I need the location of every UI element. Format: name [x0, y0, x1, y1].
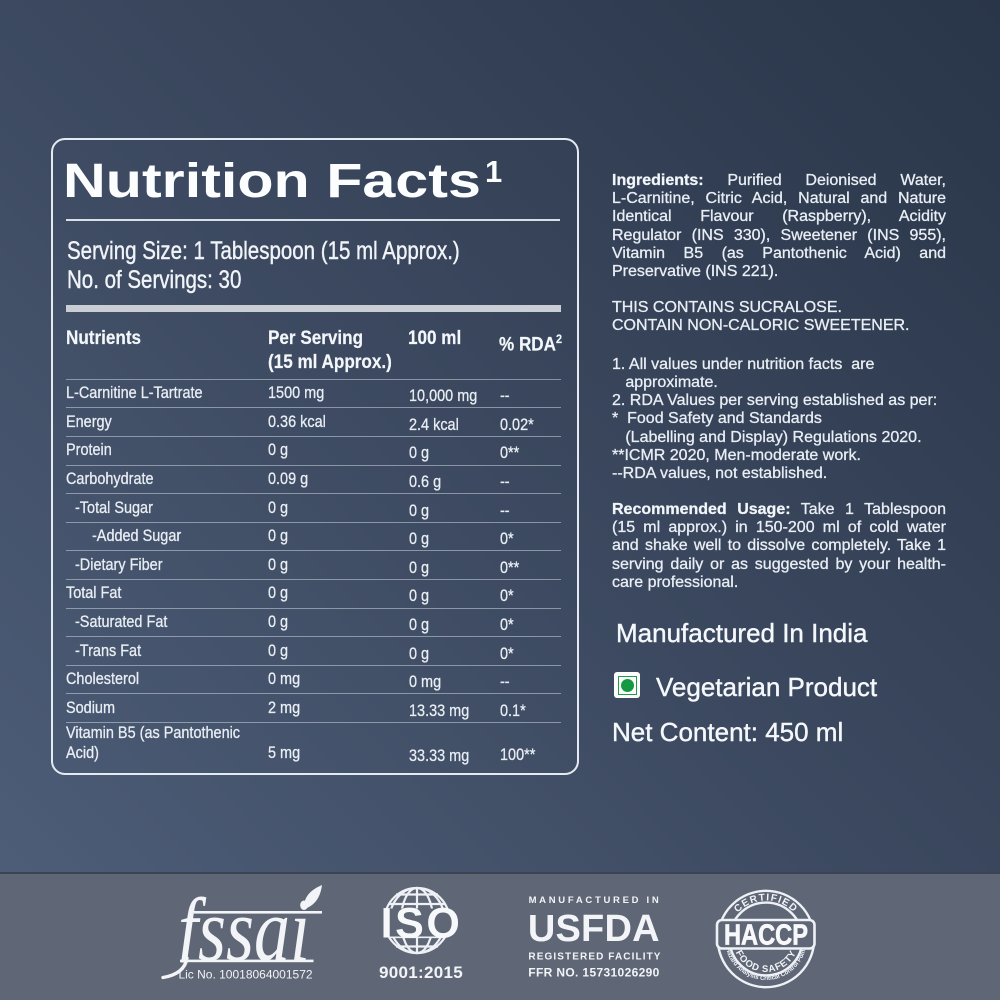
svg-text:9001:2015: 9001:2015 — [379, 963, 463, 982]
svg-text:fssai: fssai — [178, 879, 310, 979]
svg-text:USFDA: USFDA — [528, 908, 660, 950]
svg-text:ISO: ISO — [381, 899, 463, 947]
svg-text:Lic No. 10018064001572: Lic No. 10018064001572 — [178, 968, 312, 982]
svg-text:MANUFACTURED IN: MANUFACTURED IN — [529, 895, 662, 906]
svg-text:REGISTERED FACILITY: REGISTERED FACILITY — [528, 952, 661, 963]
svg-text:HACCP: HACCP — [724, 920, 808, 952]
svg-text:FFR NO. 15731026290: FFR NO. 15731026290 — [528, 965, 659, 979]
